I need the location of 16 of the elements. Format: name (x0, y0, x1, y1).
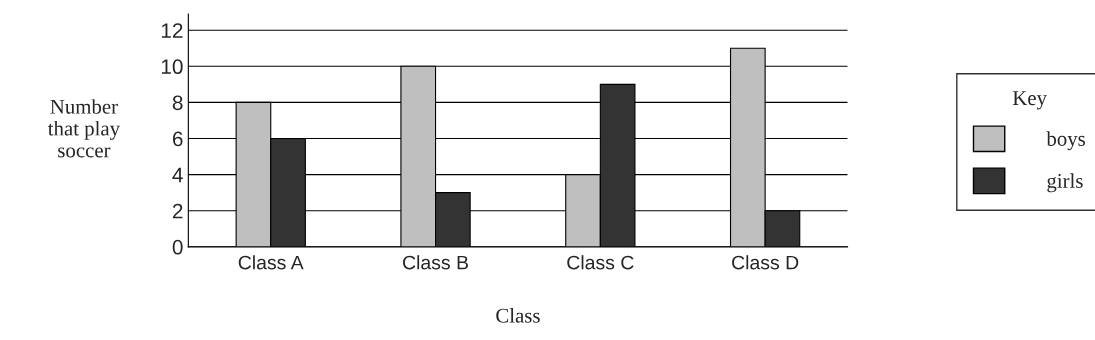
x-tick-label: Class B (403, 255, 469, 270)
x-tick-label: Class C (567, 255, 634, 270)
x-tick-label: Class A (238, 255, 304, 270)
x-tick-label: Class D (732, 255, 799, 270)
y-axis-title: Number that play soccer (47, 99, 120, 158)
legend-label: girls (1047, 173, 1083, 193)
x-axis-title: Class (496, 308, 540, 323)
y-tick-label: 0 (172, 239, 183, 255)
legend-title: Key (1012, 91, 1047, 110)
legend-label: boys (1046, 131, 1086, 151)
y-tick-label: 2 (172, 203, 183, 219)
y-tick-label: 6 (172, 131, 183, 147)
y-tick-label: 10 (161, 59, 183, 75)
y-tick-label: 8 (172, 95, 183, 111)
y-tick-label: 12 (161, 23, 183, 38)
y-tick-label: 4 (172, 167, 183, 183)
